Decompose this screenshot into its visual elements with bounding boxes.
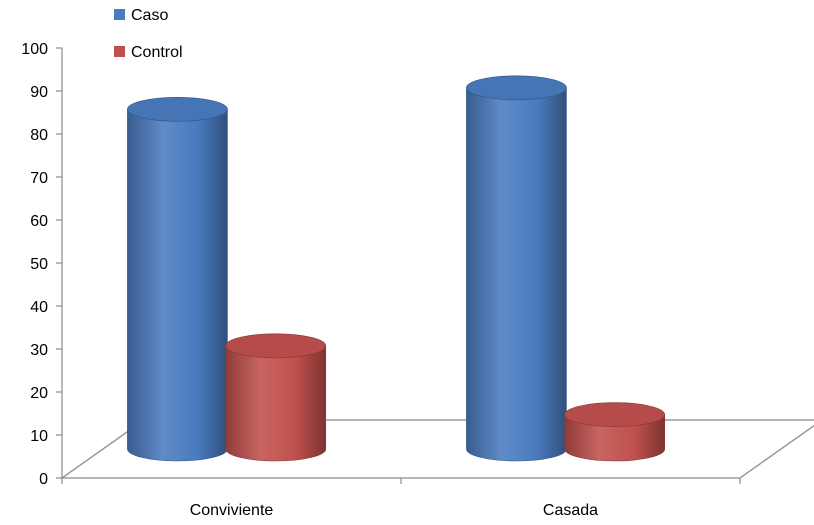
bar-body (466, 87, 567, 462)
axes: 0 10 20 30 40 50 60 70 80 90 100 Conviviente Casada (21, 41, 814, 519)
y-tick-label: 50 (30, 256, 48, 273)
x-tick-label: Conviviente (190, 502, 274, 519)
legend-swatch (114, 46, 125, 57)
legend: Caso Control (114, 7, 183, 61)
bars (127, 75, 666, 462)
legend-label: Control (131, 44, 183, 61)
legend-item-caso: Caso (114, 7, 168, 24)
bar-body (564, 414, 666, 462)
y-tick-label: 60 (30, 213, 48, 230)
bar-control-conviviente (225, 333, 327, 462)
y-tick-label: 30 (30, 342, 48, 359)
bar-body (225, 345, 327, 462)
y-tick-label: 100 (21, 41, 48, 58)
y-tick-label: 20 (30, 385, 48, 402)
y-tick-label: 40 (30, 299, 48, 316)
bar-cap (225, 333, 327, 359)
legend-swatch (114, 9, 125, 20)
bar-cap (564, 402, 666, 427)
bar-cap (466, 75, 567, 101)
y-tick-label: 10 (30, 428, 48, 445)
bar-caso-conviviente (127, 97, 228, 462)
y-tick-label: 70 (30, 170, 48, 187)
legend-item-control: Control (114, 44, 183, 61)
legend-label: Caso (131, 7, 168, 24)
x-tick-label: Casada (543, 502, 598, 519)
bar-cap (127, 97, 228, 122)
bar-body (127, 109, 228, 462)
y-tick-label: 80 (30, 127, 48, 144)
bar-caso-casada (466, 75, 567, 462)
bar-control-casada (564, 402, 666, 462)
y-tick-label: 90 (30, 84, 48, 101)
y-tick-label: 0 (39, 471, 48, 488)
